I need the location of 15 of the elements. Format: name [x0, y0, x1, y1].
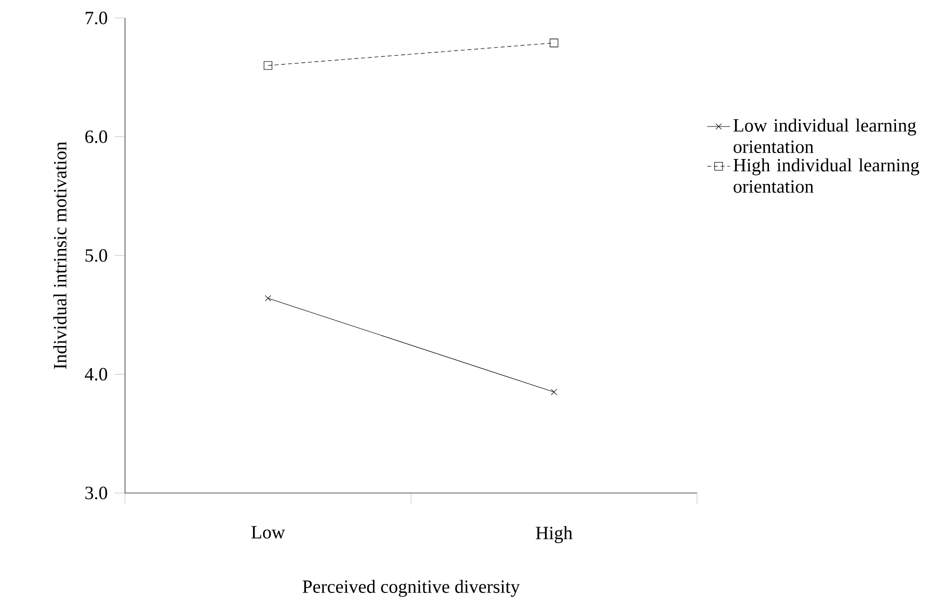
x-tick-label: High	[536, 526, 572, 544]
y-axis-title: Individual intrinsic motivation	[53, 142, 66, 369]
y-tick-label: 3.0	[85, 486, 108, 500]
legend-label: Low individual learning orientation	[733, 118, 916, 154]
x-axis-title: Perceived cognitive diversity	[302, 580, 520, 597]
point	[264, 295, 272, 302]
point	[550, 38, 558, 48]
point	[550, 388, 558, 396]
legend-label: High individual learning orientation	[733, 158, 920, 193]
x-tick-label: Low	[251, 526, 286, 539]
y-tick-label: 5.0	[86, 249, 108, 262]
y-tick-label: 4.0	[84, 368, 108, 381]
point	[264, 61, 272, 70]
y-tick-label: 7.0	[86, 12, 108, 24]
y-tick-label: 6.0	[85, 130, 108, 144]
